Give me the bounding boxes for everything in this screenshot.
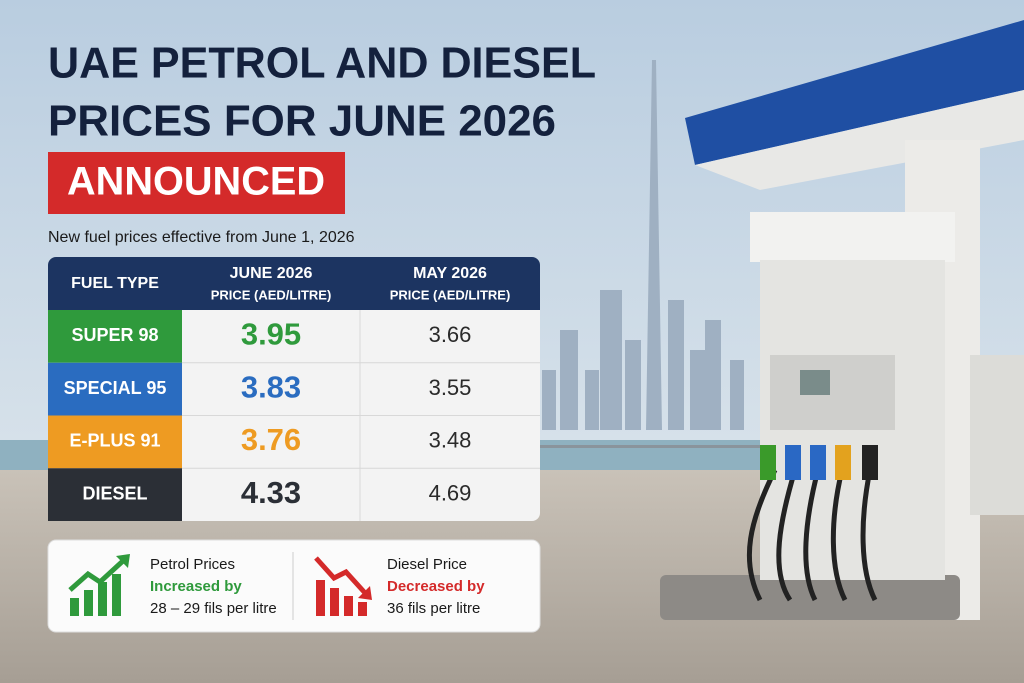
subtitle: New fuel prices effective from June 1, 2… bbox=[48, 229, 355, 246]
title-line: PRICES FOR JUNE 2026 bbox=[48, 97, 556, 146]
column-header: PRICE (AED/LITRE) bbox=[211, 287, 332, 302]
fuel-name: SUPER 98 bbox=[71, 325, 158, 345]
increase-icon bbox=[68, 554, 130, 616]
may-price: 3.55 bbox=[429, 375, 472, 400]
note-title: Diesel Price bbox=[387, 556, 467, 573]
note-change: Increased by bbox=[150, 578, 242, 595]
june-price: 3.76 bbox=[241, 422, 301, 457]
may-price: 3.48 bbox=[429, 428, 472, 453]
decrease-icon bbox=[314, 556, 372, 616]
fuel-cell bbox=[48, 362, 182, 416]
note-title: Petrol Prices bbox=[150, 556, 235, 573]
june-price: 3.95 bbox=[241, 317, 301, 352]
note-change: Decreased by bbox=[387, 578, 485, 595]
column-header: PRICE (AED/LITRE) bbox=[390, 287, 511, 302]
june-price: 4.33 bbox=[241, 475, 301, 510]
fuel-cell bbox=[48, 468, 182, 521]
may-price: 4.69 bbox=[429, 480, 472, 505]
price-table: FUEL TYPE JUNE 2026 PRICE (AED/LITRE) MAY 2… bbox=[48, 257, 540, 521]
fuel-name: DIESEL bbox=[82, 483, 147, 503]
column-header: MAY 2026 bbox=[413, 265, 487, 282]
may-price: 3.66 bbox=[429, 322, 472, 347]
fuel-cell bbox=[48, 310, 182, 363]
fuel-cell bbox=[48, 415, 182, 469]
column-header: JUNE 2026 bbox=[230, 265, 313, 282]
badge bbox=[48, 152, 345, 214]
fuel-name: SPECIAL 95 bbox=[64, 378, 167, 398]
title-line: UAE PETROL AND DIESEL bbox=[48, 39, 596, 88]
fuel-name: E-PLUS 91 bbox=[69, 431, 160, 451]
notes-box: Petrol Prices Increased by 28 – 29 fils pe… bbox=[47, 539, 541, 633]
column-header: FUEL TYPE bbox=[71, 275, 159, 292]
badge-text: ANNOUNCED bbox=[67, 160, 325, 204]
note-detail: 36 fils per litre bbox=[387, 600, 480, 617]
june-price: 3.83 bbox=[241, 369, 301, 404]
note-detail: 28 – 29 fils per litre bbox=[150, 600, 277, 617]
